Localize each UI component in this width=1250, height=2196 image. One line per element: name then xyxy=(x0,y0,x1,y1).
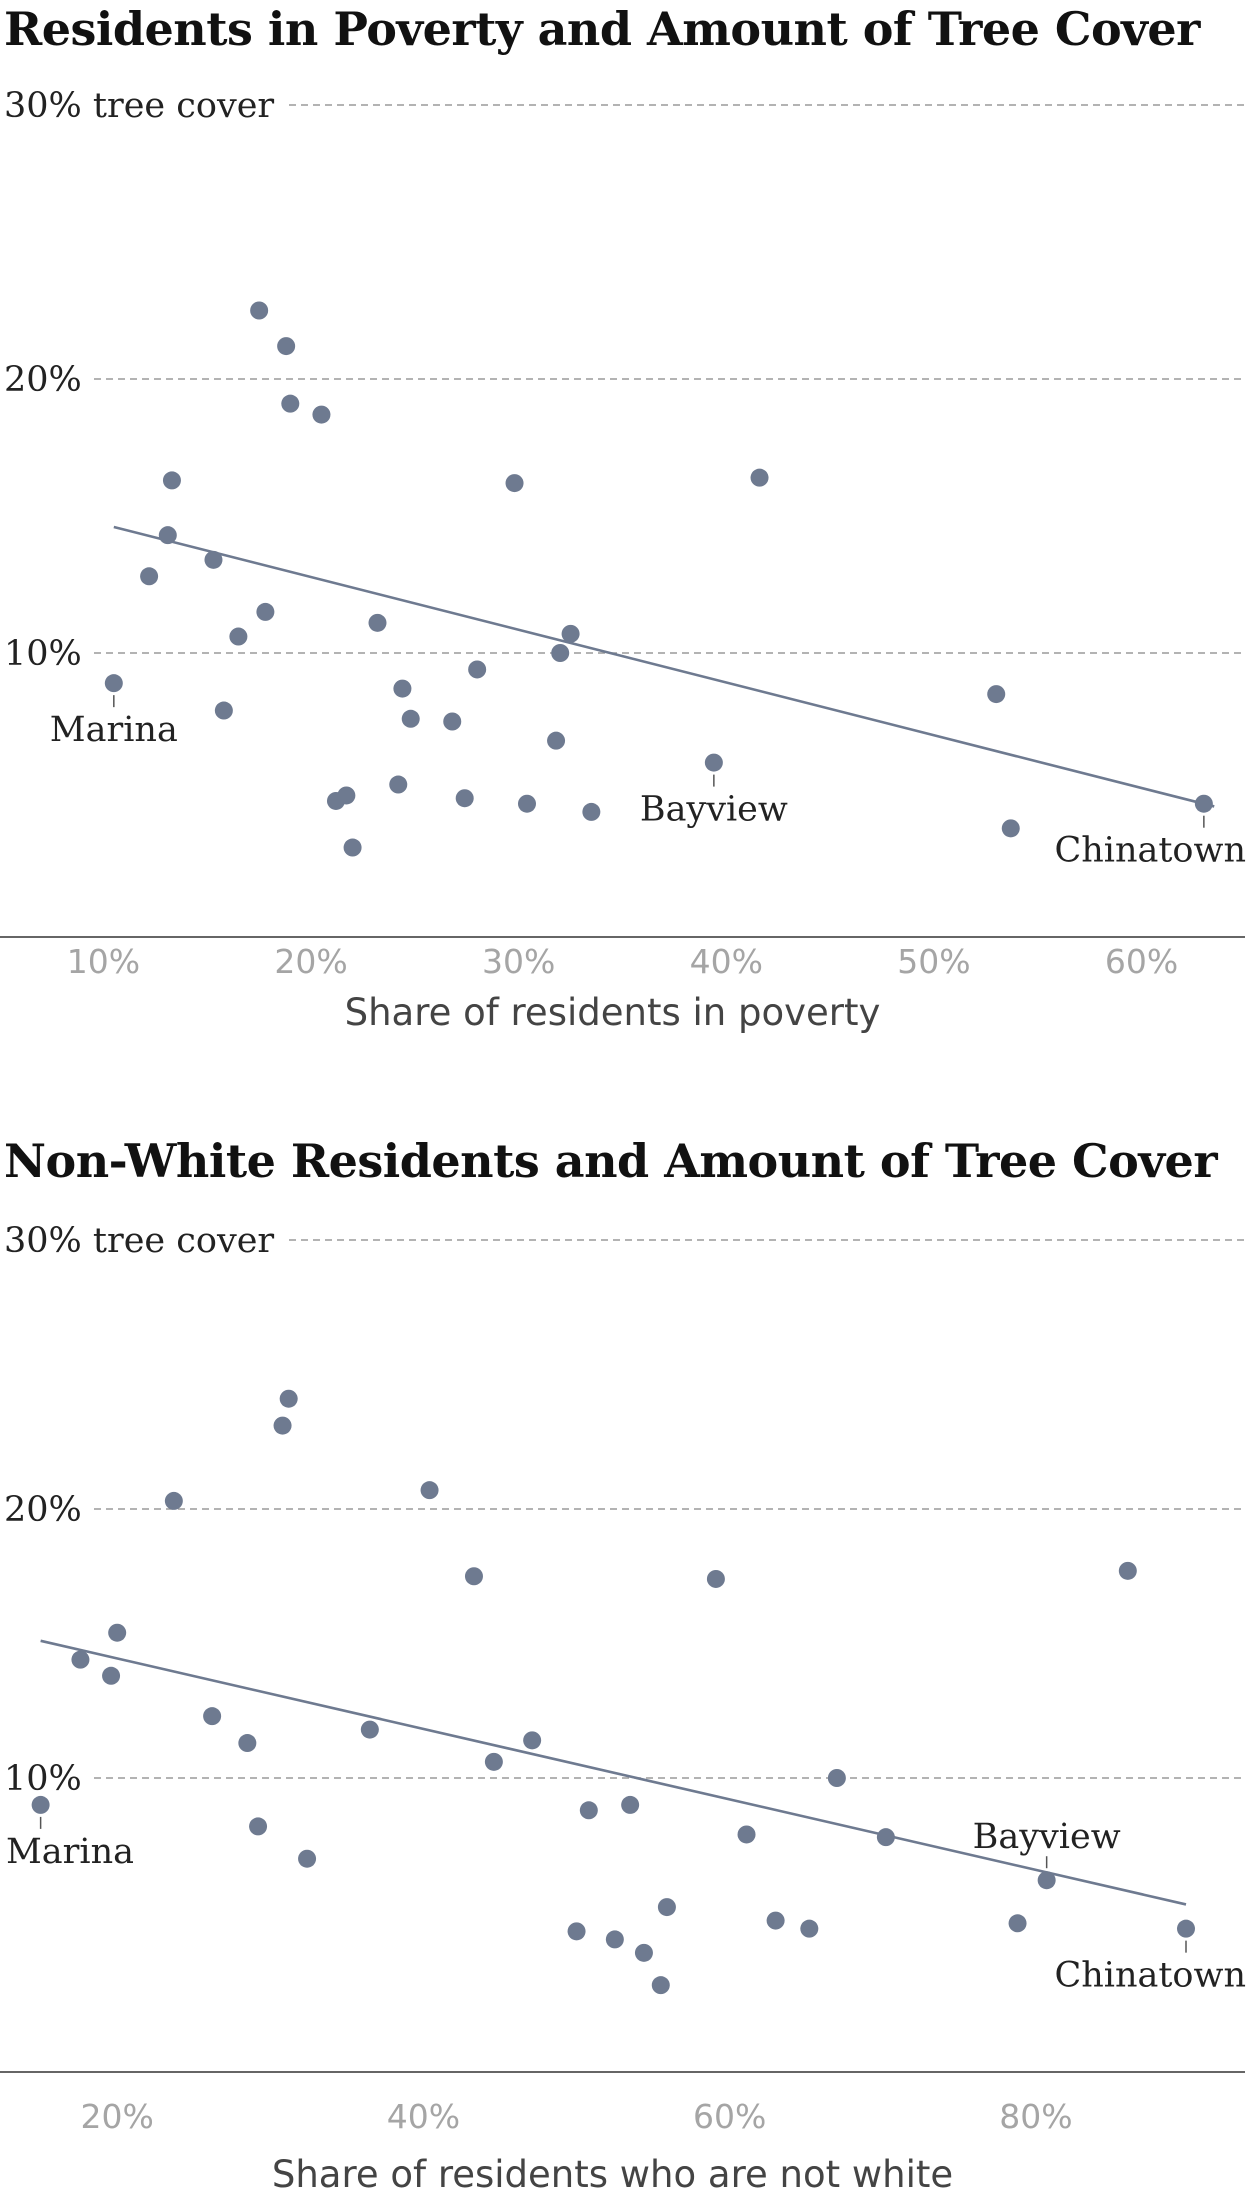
data-point xyxy=(273,1416,292,1435)
data-point xyxy=(140,567,159,586)
data-point xyxy=(401,709,420,728)
trend-line xyxy=(113,525,1215,808)
data-point xyxy=(337,786,356,805)
data-point xyxy=(987,685,1006,704)
nonwhite-scatter-plot: 10% 20% 30% tree cover 20% 40% 60% 80% Share of… xyxy=(0,1221,1246,2196)
x-axis-title: Share of residents who are not white xyxy=(272,2153,953,2196)
data-point xyxy=(523,1731,542,1750)
data-point xyxy=(279,1389,298,1408)
x-tick-label: 40% xyxy=(690,942,763,981)
x-tick-label: 60% xyxy=(693,2097,766,2136)
data-point xyxy=(651,1976,670,1995)
data-point xyxy=(706,1569,725,1588)
data-point xyxy=(443,712,462,731)
nonwhite-chart-panel: Non-White Residents and Amount of Tree C… xyxy=(0,1132,1250,2196)
x-tick-label: 40% xyxy=(387,2097,460,2136)
data-point xyxy=(579,1801,598,1820)
data-point xyxy=(249,1817,268,1836)
x-tick-label: 50% xyxy=(897,942,970,981)
data-point xyxy=(343,838,362,857)
data-point xyxy=(567,1922,586,1941)
data-point xyxy=(162,471,181,490)
x-tick-label: 10% xyxy=(67,942,140,981)
data-point xyxy=(71,1650,90,1669)
data-point xyxy=(420,1481,439,1500)
data-point xyxy=(1118,1561,1137,1580)
x-tick-label: 20% xyxy=(274,942,347,981)
data-point xyxy=(582,802,601,821)
data-point xyxy=(547,731,566,750)
trend-line xyxy=(40,1639,1187,1906)
data-point xyxy=(621,1795,640,1814)
y-tick-label: 10% xyxy=(4,1759,82,1799)
data-point xyxy=(204,550,223,569)
data-point xyxy=(561,624,580,643)
data-point xyxy=(468,660,487,679)
point-annotation: Chinatown xyxy=(1054,831,1246,871)
x-tick-label: 30% xyxy=(482,942,555,981)
poverty-scatter-plot: 10% 20% 30% tree cover 10% 20% 30% 40% 50% 60% Sh… xyxy=(0,86,1246,1034)
y-tick-label: 30% tree cover xyxy=(4,1221,274,1261)
x-tick-label: 20% xyxy=(81,2097,154,2136)
data-point xyxy=(750,468,769,487)
data-point xyxy=(298,1849,317,1868)
data-point xyxy=(704,753,723,772)
point-annotation: Marina xyxy=(50,710,178,750)
data-point xyxy=(800,1919,819,1938)
x-tick-label: 80% xyxy=(999,2097,1072,2136)
data-point xyxy=(605,1930,624,1949)
data-point xyxy=(389,775,408,794)
data-point xyxy=(1008,1914,1027,1933)
data-point xyxy=(455,789,474,808)
data-point xyxy=(104,674,123,693)
x-axis-title: Share of residents in poverty xyxy=(345,991,881,1034)
data-point xyxy=(484,1752,503,1771)
data-point xyxy=(256,602,275,621)
data-point xyxy=(238,1734,257,1753)
point-annotation: Bayview xyxy=(640,790,788,830)
data-point xyxy=(312,405,331,424)
data-point xyxy=(876,1828,895,1847)
y-tick-label: 20% xyxy=(4,1490,82,1530)
data-point xyxy=(203,1707,222,1726)
data-point xyxy=(164,1491,183,1510)
chart-title: Residents in Poverty and Amount of Tree … xyxy=(4,2,1200,56)
data-point xyxy=(737,1825,756,1844)
poverty-chart-panel: Residents in Poverty and Amount of Tree … xyxy=(0,0,1250,1090)
data-point xyxy=(393,679,412,698)
data-point xyxy=(31,1795,50,1814)
data-point xyxy=(551,644,570,662)
point-annotation: Chinatown xyxy=(1054,1956,1246,1996)
data-point xyxy=(464,1567,483,1586)
data-point xyxy=(108,1623,127,1642)
y-tick-label: 30% tree cover xyxy=(4,86,274,126)
data-point xyxy=(214,701,233,720)
point-annotation: Bayview xyxy=(973,1817,1121,1857)
data-point xyxy=(827,1769,846,1787)
data-point xyxy=(250,301,269,320)
x-tick-label: 60% xyxy=(1105,942,1178,981)
data-point xyxy=(368,613,387,632)
data-point xyxy=(634,1943,653,1962)
data-point xyxy=(281,394,300,413)
point-annotation: Marina xyxy=(6,1832,134,1872)
data-point xyxy=(277,337,296,356)
chart-title: Non-White Residents and Amount of Tree C… xyxy=(4,1134,1218,1188)
data-point xyxy=(1194,794,1213,813)
y-tick-label: 20% xyxy=(4,360,82,400)
data-point xyxy=(517,794,536,813)
data-point xyxy=(766,1911,785,1930)
data-point xyxy=(102,1666,121,1685)
data-point xyxy=(1001,819,1020,838)
data-point xyxy=(657,1898,676,1917)
data-point xyxy=(1177,1919,1195,1938)
data-point xyxy=(505,474,524,493)
data-point xyxy=(1037,1871,1056,1890)
y-tick-label: 10% xyxy=(4,634,82,674)
data-point xyxy=(229,627,248,646)
data-point xyxy=(158,526,177,545)
data-point xyxy=(360,1720,379,1739)
